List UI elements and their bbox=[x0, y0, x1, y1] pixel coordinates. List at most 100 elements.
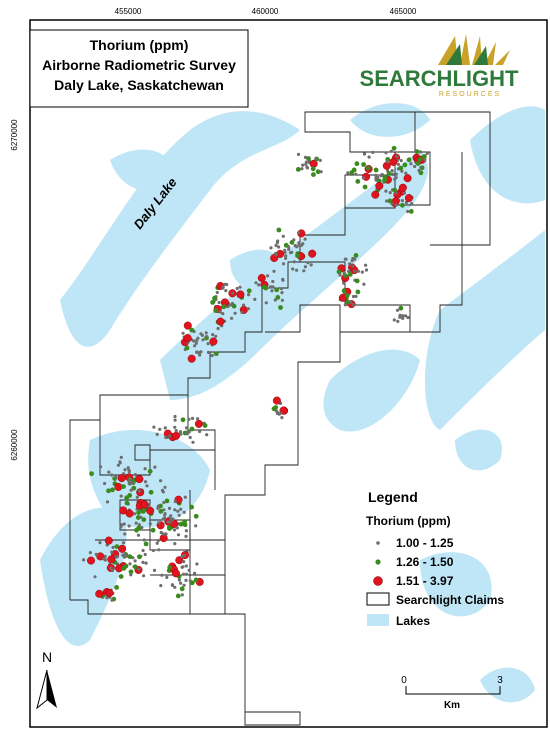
sample-point bbox=[218, 310, 222, 314]
sample-point bbox=[288, 251, 293, 255]
sample-point bbox=[174, 429, 178, 433]
sample-point bbox=[188, 435, 192, 440]
sample-point bbox=[415, 161, 421, 167]
sample-point bbox=[107, 470, 111, 474]
sample-point bbox=[400, 169, 404, 173]
sample-point bbox=[308, 249, 317, 258]
legend-label: 1.51 - 3.97 bbox=[396, 574, 454, 588]
sample-point bbox=[126, 466, 130, 470]
sample-point bbox=[196, 417, 200, 421]
sample-point bbox=[408, 209, 414, 214]
sample-point bbox=[231, 303, 237, 309]
sample-point bbox=[140, 508, 146, 514]
sample-point bbox=[275, 409, 279, 413]
sample-point bbox=[319, 170, 323, 174]
sample-point bbox=[86, 556, 95, 565]
sample-point bbox=[177, 513, 181, 517]
sample-point bbox=[181, 331, 185, 335]
sample-point bbox=[134, 521, 138, 525]
sample-point bbox=[338, 273, 342, 277]
sample-point bbox=[104, 536, 113, 545]
sample-point bbox=[379, 174, 383, 178]
sample-point bbox=[118, 574, 124, 579]
sample-point bbox=[128, 482, 132, 486]
sample-point bbox=[360, 270, 364, 274]
sample-point bbox=[297, 243, 301, 247]
sample-point bbox=[389, 149, 393, 153]
sample-point bbox=[161, 532, 166, 536]
sample-points bbox=[82, 145, 429, 602]
sample-point bbox=[184, 534, 188, 539]
sample-point bbox=[114, 482, 123, 491]
sample-point bbox=[417, 168, 421, 173]
sample-point bbox=[95, 589, 104, 598]
sample-point bbox=[152, 425, 156, 429]
sample-point bbox=[189, 426, 195, 432]
legend-title: Legend bbox=[368, 489, 418, 505]
sample-point bbox=[361, 162, 366, 167]
sample-point bbox=[184, 529, 188, 533]
sample-point bbox=[389, 157, 398, 166]
sample-point bbox=[270, 289, 274, 293]
sample-point bbox=[88, 551, 92, 555]
north-arrow: N bbox=[36, 649, 57, 710]
sample-point bbox=[171, 569, 180, 578]
sample-point bbox=[110, 473, 114, 477]
legend-label: Lakes bbox=[396, 614, 430, 628]
sample-point bbox=[127, 468, 131, 472]
sample-point bbox=[404, 171, 408, 175]
sample-point bbox=[189, 327, 195, 333]
sample-point bbox=[394, 172, 398, 176]
sample-point bbox=[212, 295, 217, 301]
sample-point bbox=[158, 508, 164, 514]
logo: SEARCHLIGHT RESOURCES bbox=[360, 34, 519, 98]
sample-point bbox=[110, 568, 115, 573]
sample-point bbox=[194, 419, 203, 428]
sample-point bbox=[142, 574, 146, 578]
sample-point bbox=[176, 509, 180, 513]
sample-point bbox=[419, 166, 423, 170]
sample-point bbox=[236, 290, 245, 299]
sample-point bbox=[404, 314, 408, 318]
sample-point bbox=[264, 301, 268, 305]
sample-point bbox=[191, 440, 195, 444]
sample-point bbox=[137, 554, 142, 560]
sample-point bbox=[272, 269, 276, 273]
sample-point bbox=[283, 248, 287, 252]
sample-point bbox=[119, 506, 128, 515]
sample-point bbox=[297, 231, 301, 235]
sample-point bbox=[143, 541, 149, 547]
sample-point bbox=[349, 300, 353, 304]
sample-point bbox=[400, 202, 405, 208]
sample-point bbox=[141, 517, 147, 522]
sample-point bbox=[223, 282, 227, 286]
sample-point bbox=[105, 596, 109, 600]
sample-point bbox=[105, 589, 114, 598]
sample-point bbox=[141, 560, 145, 565]
sample-point bbox=[179, 507, 183, 511]
sample-point bbox=[404, 194, 413, 203]
sample-point bbox=[303, 237, 307, 241]
sample-point bbox=[263, 285, 269, 291]
sample-point bbox=[224, 289, 228, 293]
sample-point bbox=[280, 298, 284, 302]
sample-point bbox=[158, 427, 162, 431]
sample-point bbox=[423, 158, 427, 162]
sample-point bbox=[150, 527, 156, 533]
legend-symbol bbox=[376, 541, 380, 545]
title-line: Daly Lake, Saskatchewan bbox=[54, 77, 224, 93]
sample-point bbox=[390, 202, 394, 206]
sample-point bbox=[356, 269, 360, 273]
sample-point bbox=[376, 175, 380, 180]
sample-point bbox=[400, 199, 404, 203]
sample-point bbox=[287, 247, 291, 251]
sample-point bbox=[213, 351, 219, 357]
sample-point bbox=[371, 190, 380, 199]
sample-point bbox=[382, 174, 388, 180]
sample-point bbox=[124, 500, 130, 506]
grid-label: 6270000 bbox=[10, 119, 19, 151]
sample-point bbox=[99, 465, 103, 469]
sample-point bbox=[137, 523, 141, 527]
sample-point bbox=[184, 345, 190, 351]
